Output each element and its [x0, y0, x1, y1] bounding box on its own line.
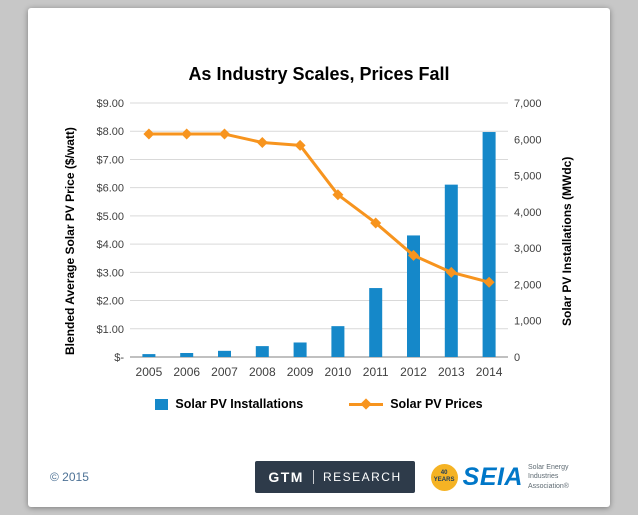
chart-card: As Industry Scales, Prices Fall Blended …	[28, 8, 610, 507]
gtm-logo-text: GTM	[268, 469, 304, 485]
svg-text:3,000: 3,000	[514, 243, 542, 255]
left-axis-label: Blended Average Solar PV Price ($/watt)	[62, 127, 77, 355]
seia-40-years-badge-icon: 40 YEARS	[430, 463, 458, 491]
diamond-marker-icon	[360, 398, 372, 410]
svg-text:4,000: 4,000	[514, 207, 542, 219]
svg-text:2006: 2006	[173, 365, 200, 379]
svg-text:0: 0	[514, 352, 520, 364]
svg-text:$7.00: $7.00	[96, 154, 124, 166]
svg-text:2007: 2007	[211, 365, 238, 379]
svg-text:7,000: 7,000	[514, 98, 542, 110]
svg-text:$4.00: $4.00	[96, 239, 124, 251]
footer: © 2015 GTM RESEARCH 40 YEARS SEIA Solar …	[42, 461, 596, 493]
footer-logos: GTM RESEARCH 40 YEARS SEIA Solar Energy …	[255, 461, 588, 493]
gtm-logo-divider	[312, 470, 314, 484]
svg-text:$6.00: $6.00	[96, 183, 124, 195]
svg-text:2008: 2008	[249, 365, 276, 379]
svg-text:5,000: 5,000	[514, 171, 542, 183]
svg-text:2005: 2005	[136, 365, 163, 379]
legend-label-prices: Solar PV Prices	[390, 397, 483, 411]
svg-text:$5.00: $5.00	[96, 211, 124, 223]
svg-text:2010: 2010	[325, 365, 352, 379]
gtm-research-logo: GTM RESEARCH	[255, 461, 415, 493]
combo-chart: $- $1.00 $2.00 $3.00 $4.00 $5.00 $6.00 $7.00 $8.…	[96, 98, 542, 379]
svg-text:2,000: 2,000	[514, 279, 542, 291]
svg-text:$1.00: $1.00	[96, 324, 124, 336]
copyright-text: © 2015	[50, 470, 89, 484]
bar-series-swatch-icon	[155, 398, 169, 410]
seia-logo-tagline: Solar Energy Industries Association®	[528, 464, 569, 490]
legend-item-prices: Solar PV Prices	[349, 397, 483, 411]
chart-legend: Solar PV Installations Solar PV Prices	[42, 397, 596, 411]
line-series-swatch-icon	[349, 398, 384, 410]
svg-text:2012: 2012	[400, 365, 427, 379]
svg-text:1,000: 1,000	[514, 316, 542, 328]
gtm-logo-subtext: RESEARCH	[322, 470, 402, 484]
legend-label-installations: Solar PV Installations	[175, 397, 304, 411]
svg-text:2009: 2009	[287, 365, 314, 379]
svg-text:$3.00: $3.00	[96, 267, 124, 279]
svg-text:$-: $-	[114, 352, 124, 364]
svg-text:2014: 2014	[476, 365, 503, 379]
svg-text:$9.00: $9.00	[96, 98, 124, 110]
svg-text:6,000: 6,000	[514, 134, 542, 146]
svg-text:$8.00: $8.00	[96, 126, 124, 138]
chart-area: Blended Average Solar PV Price ($/watt) …	[42, 93, 596, 389]
svg-text:2013: 2013	[438, 365, 465, 379]
seia-logo-text: SEIA	[462, 462, 523, 491]
svg-text:$2.00: $2.00	[96, 296, 124, 308]
chart-title: As Industry Scales, Prices Fall	[188, 64, 450, 84]
seia-logo: 40 YEARS SEIA Solar Energy Industries As…	[430, 462, 588, 492]
right-axis-label: Solar PV Installations (MWdc)	[560, 156, 574, 326]
legend-item-installations: Solar PV Installations	[155, 397, 303, 411]
svg-text:2011: 2011	[363, 365, 389, 379]
